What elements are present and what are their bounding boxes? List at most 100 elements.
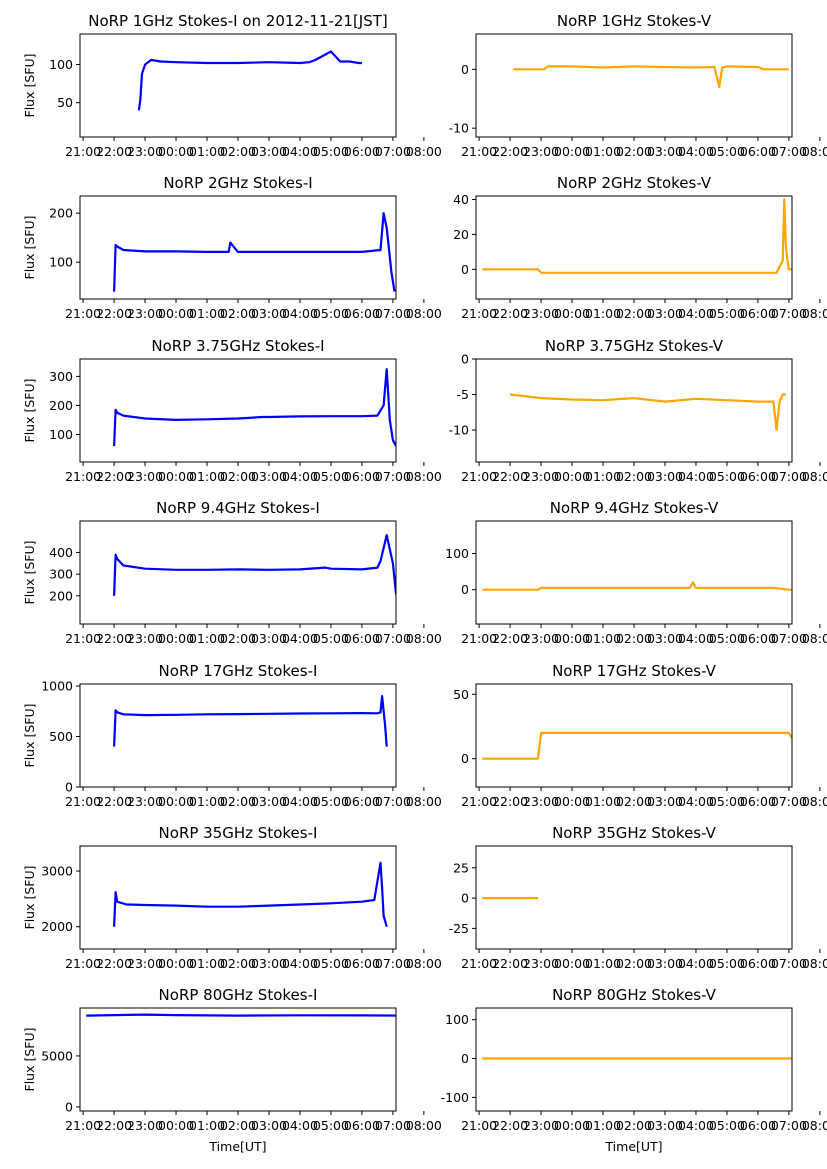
subplot-7: NoRP 9.4GHz Stokes-I 200 300 400 21:0022:002… (22, 499, 442, 646)
y-tick-label: 200 (49, 588, 73, 603)
x-axis-label: Time[UT] (208, 1139, 266, 1154)
series-line-stokes-v (513, 65, 789, 89)
x-tick-label: 04:00 (282, 1118, 318, 1133)
x-tick-label: 01:00 (585, 631, 621, 646)
x-tick-label: 06:00 (344, 144, 380, 159)
y-tick-label: 1000 (41, 679, 73, 694)
x-tick-label: 23:00 (127, 1118, 163, 1133)
x-tick-label: 22:00 (96, 956, 132, 971)
series-line-stokes-v (482, 198, 792, 274)
series-group (513, 65, 789, 89)
x-tick-label: 21:00 (461, 631, 497, 646)
x-tick-label: 03:00 (647, 469, 683, 484)
plot-frame (475, 195, 793, 300)
y-axis-label: Flux [SFU] (22, 379, 37, 443)
x-tick-label: 05:00 (709, 144, 745, 159)
subplot-12: NoRP 35GHz Stokes-V -25 0 25 21:0022:0023:00… (449, 824, 827, 971)
x-tick-label: 02:00 (220, 794, 256, 809)
y-axis-label: Flux [SFU] (22, 541, 37, 605)
x-tick-label: 23:00 (523, 956, 559, 971)
x-tick-label: 21:00 (65, 631, 101, 646)
subplot-title: NoRP 80GHz Stokes-I (159, 986, 318, 1004)
x-tick-label: 02:00 (220, 1118, 256, 1133)
subplot-1: NoRP 1GHz Stokes-I on 2012-11-21[JST] 50 1… (22, 12, 442, 159)
y-tick-label: 2000 (41, 919, 73, 934)
x-tick-label: 21:00 (65, 144, 101, 159)
x-tick-label: 00:00 (158, 1118, 194, 1133)
x-tick-label: 23:00 (127, 631, 163, 646)
subplot-title: NoRP 35GHz Stokes-I (159, 824, 318, 842)
x-tick-label: 06:00 (344, 1118, 380, 1133)
x-tick-label: 01:00 (585, 306, 621, 321)
y-tick-label: 0 (461, 352, 469, 367)
x-tick-label: 05:00 (313, 469, 349, 484)
series-group (113, 694, 388, 747)
x-tick-label: 01:00 (189, 631, 225, 646)
x-tick-label: 03:00 (251, 631, 287, 646)
series-group (482, 198, 792, 274)
x-tick-label: 07:00 (375, 1118, 411, 1133)
series-line-stokes-i (113, 861, 388, 927)
x-tick-label: 23:00 (523, 306, 559, 321)
plot-frame (79, 845, 397, 950)
x-tick-label: 00:00 (554, 631, 590, 646)
x-tick-label: 08:00 (406, 469, 442, 484)
y-tick-label: 3000 (41, 864, 73, 879)
x-tick-label: 04:00 (282, 306, 318, 321)
x-tick-label: 01:00 (585, 794, 621, 809)
plot-frame (475, 683, 793, 788)
x-tick-label: 01:00 (189, 794, 225, 809)
y-tick-label: 300 (49, 567, 73, 582)
x-tick-label: 02:00 (616, 306, 652, 321)
subplot-8: NoRP 9.4GHz Stokes-V010021:0022:0023:000… (445, 499, 827, 646)
y-tick-label: -100 (441, 1090, 469, 1105)
subplot-title: NoRP 3.75GHz Stokes-V (545, 337, 724, 355)
y-tick-label: 0 (65, 1099, 73, 1114)
subplot-title: NoRP 9.4GHz Stokes-V (550, 499, 719, 517)
x-tick-label: 21:00 (65, 956, 101, 971)
x-tick-label: 22:00 (492, 631, 528, 646)
y-tick-label: 5000 (41, 1048, 73, 1063)
x-tick-label: 03:00 (251, 469, 287, 484)
y-tick-label: 100 (49, 255, 73, 270)
x-tick-label: 04:00 (282, 794, 318, 809)
x-tick-label: 00:00 (158, 144, 194, 159)
x-tick-label: 00:00 (158, 956, 194, 971)
x-tick-label: 01:00 (585, 1118, 621, 1133)
y-tick-label: 40 (453, 192, 469, 207)
x-tick-label: 02:00 (220, 306, 256, 321)
x-tick-label: 21:00 (461, 144, 497, 159)
y-tick-label: 0 (461, 262, 469, 277)
y-tick-label: -10 (449, 121, 469, 136)
x-tick-label: 08:00 (802, 306, 827, 321)
x-tick-label: 03:00 (647, 956, 683, 971)
x-tick-label: 01:00 (189, 1118, 225, 1133)
x-tick-label: 08:00 (406, 956, 442, 971)
x-tick-label: 08:00 (802, 144, 827, 159)
x-tick-label: 02:00 (616, 144, 652, 159)
plot-frame (79, 33, 397, 138)
plot-frame (475, 33, 793, 138)
x-tick-label: 02:00 (220, 631, 256, 646)
x-tick-label: 05:00 (313, 306, 349, 321)
x-tick-label: 05:00 (313, 1118, 349, 1133)
y-tick-label: 200 (49, 398, 73, 413)
x-tick-label: 07:00 (375, 469, 411, 484)
subplot-13: NoRP 80GHz Stokes-I0500021:0022:0023:000… (22, 986, 442, 1154)
x-tick-label: 02:00 (616, 794, 652, 809)
plot-frame (79, 1007, 397, 1112)
subplot-title: NoRP 35GHz Stokes-V (552, 824, 717, 842)
series-group (86, 1013, 396, 1017)
x-tick-label: 01:00 (585, 469, 621, 484)
x-tick-label: 02:00 (220, 469, 256, 484)
x-tick-label: 22:00 (492, 306, 528, 321)
x-tick-label: 01:00 (189, 469, 225, 484)
x-tick-label: 07:00 (771, 631, 807, 646)
x-tick-label: 07:00 (375, 144, 411, 159)
x-tick-label: 00:00 (554, 1118, 590, 1133)
x-tick-label: 04:00 (678, 631, 714, 646)
x-tick-label: 23:00 (127, 306, 163, 321)
x-tick-label: 01:00 (189, 306, 225, 321)
x-tick-label: 00:00 (158, 469, 194, 484)
x-tick-label: 04:00 (282, 956, 318, 971)
